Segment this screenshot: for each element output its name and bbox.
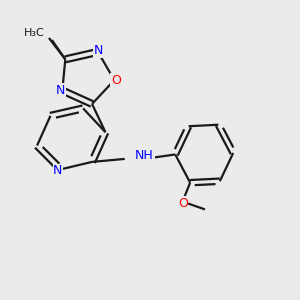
Text: N: N [93,44,103,57]
Text: N: N [53,164,62,177]
Text: O: O [111,74,121,87]
Text: H₃C: H₃C [24,28,44,38]
Text: NH: NH [135,149,154,162]
Text: O: O [178,197,188,210]
Text: N: N [56,84,65,97]
